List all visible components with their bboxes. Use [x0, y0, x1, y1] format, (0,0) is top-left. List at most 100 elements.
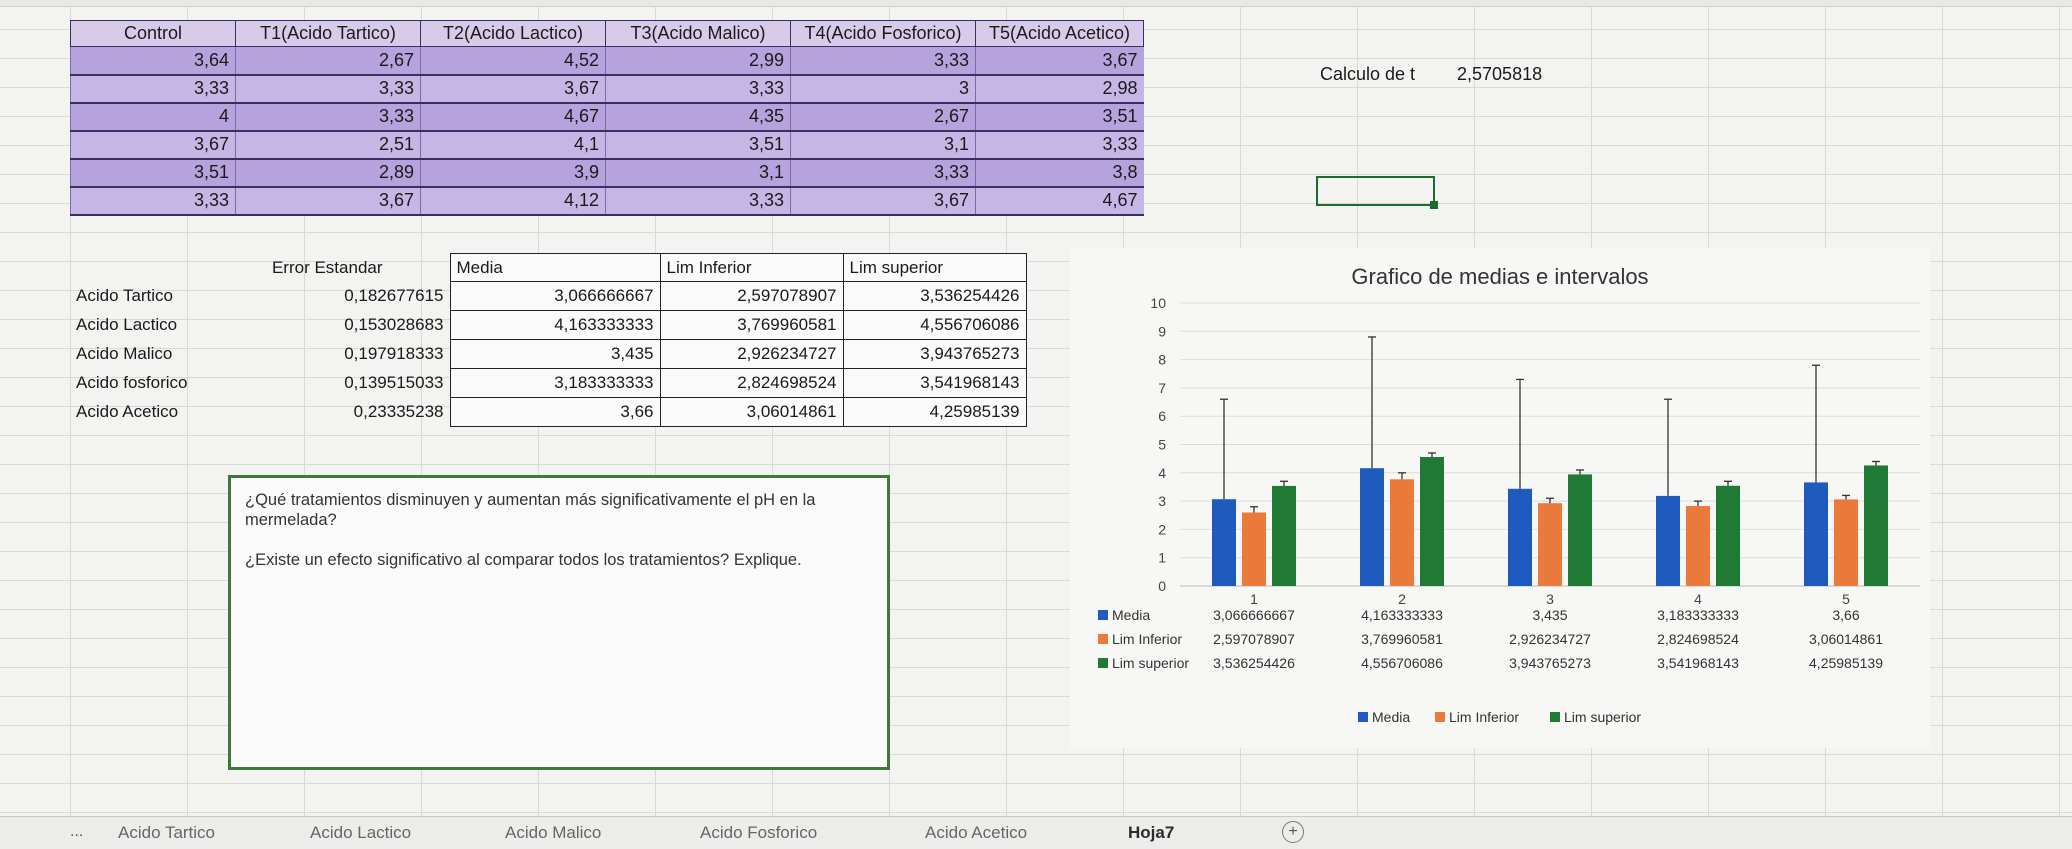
- treatments-header-cell[interactable]: T1(Acido Tartico): [235, 20, 421, 47]
- treatments-cell[interactable]: 3,33: [975, 130, 1144, 160]
- treatments-cell[interactable]: 3,67: [235, 186, 421, 216]
- summary-cell[interactable]: 0,182677615: [205, 281, 451, 311]
- data-table-value: 3,183333333: [1657, 607, 1739, 623]
- x-tick-label: 4: [1694, 591, 1702, 607]
- data-table-value: 4,25985139: [1809, 655, 1883, 671]
- treatments-cell[interactable]: 3,33: [605, 186, 791, 216]
- treatments-cell[interactable]: 3,33: [70, 74, 236, 104]
- summary-cell[interactable]: 3,183333333: [449, 368, 661, 398]
- bar-lim-superior: [1568, 474, 1592, 586]
- summary-cell[interactable]: 3,06014861: [659, 397, 844, 427]
- summary-cell[interactable]: 0,23335238: [205, 397, 451, 427]
- tab-scroll-ellipsis[interactable]: ...: [70, 823, 84, 840]
- treatments-cell[interactable]: 3,67: [70, 130, 236, 160]
- treatments-cell[interactable]: 3,51: [975, 102, 1144, 132]
- means-intervals-chart[interactable]: Grafico de medias e intervalos 0 1 2 3 4 5 6 7 8…: [1070, 248, 1930, 748]
- tab-hoja7[interactable]: Hoja7: [1128, 823, 1175, 842]
- treatments-header-cell[interactable]: T5(Acido Acetico): [975, 20, 1144, 47]
- treatments-cell[interactable]: 4,67: [975, 186, 1144, 216]
- tab-acido-tartico[interactable]: Acido Tartico: [118, 823, 216, 842]
- treatments-cell[interactable]: 4: [70, 102, 236, 132]
- summary-cell[interactable]: 3,769960581: [659, 310, 844, 340]
- treatments-cell[interactable]: 3,51: [605, 130, 791, 160]
- treatments-cell[interactable]: 2,67: [790, 102, 976, 132]
- bar-lim-superior: [1716, 485, 1740, 586]
- header-lim-superior[interactable]: Lim superior: [842, 253, 1027, 282]
- treatments-cell[interactable]: 4,67: [420, 102, 606, 132]
- question-textbox[interactable]: ¿Qué tratamientos disminuyen y aumentan …: [228, 475, 890, 770]
- data-table-value: 4,163333333: [1361, 607, 1443, 623]
- treatments-cell[interactable]: 3,8: [975, 158, 1144, 188]
- treatments-header-cell[interactable]: T2(Acido Lactico): [420, 20, 606, 47]
- summary-cell[interactable]: 4,163333333: [449, 310, 661, 340]
- summary-body: Acido Tartico 0,182677615 3,066666667 2,597…: [70, 281, 1027, 427]
- treatments-cell[interactable]: 3,9: [420, 158, 606, 188]
- treatments-cell[interactable]: 3,51: [70, 158, 236, 188]
- treatments-cell[interactable]: 3,64: [70, 46, 236, 76]
- summary-cell[interactable]: 0,197918333: [205, 339, 451, 369]
- treatments-cell[interactable]: 2,89: [235, 158, 421, 188]
- treatments-cell[interactable]: 2,51: [235, 130, 421, 160]
- summary-cell[interactable]: 0,139515033: [205, 368, 451, 398]
- tab-acido-acetico[interactable]: Acido Acetico: [925, 823, 1028, 842]
- treatments-cell[interactable]: 3,1: [790, 130, 976, 160]
- treatments-cell[interactable]: 2,99: [605, 46, 791, 76]
- summary-cell[interactable]: 4,25985139: [842, 397, 1027, 427]
- summary-cell[interactable]: 4,556706086: [842, 310, 1027, 340]
- header-error-estandar[interactable]: Error Estandar: [271, 257, 383, 277]
- chart-bars: 1 2 3 4 5: [1212, 336, 1888, 607]
- summary-cell[interactable]: 0,153028683: [205, 310, 451, 340]
- table-row: Acido Malico 0,197918333 3,435 2,926234727 3…: [70, 339, 1027, 369]
- tab-acido-malico[interactable]: Acido Malico: [505, 823, 602, 842]
- treatments-header-cell[interactable]: T3(Acido Malico): [605, 20, 791, 47]
- treatments-cell[interactable]: 3,33: [235, 102, 421, 132]
- treatments-header-cell[interactable]: Control: [70, 20, 236, 47]
- tab-acido-lactico[interactable]: Acido Lactico: [310, 823, 412, 842]
- summary-cell[interactable]: 3,066666667: [449, 281, 661, 311]
- treatments-cell[interactable]: 4,12: [420, 186, 606, 216]
- treatments-cell[interactable]: 4,1: [420, 130, 606, 160]
- summary-row-label[interactable]: Acido fosforico: [76, 373, 188, 392]
- treatments-cell[interactable]: 3,67: [975, 46, 1144, 76]
- treatments-cell[interactable]: 4,35: [605, 102, 791, 132]
- add-sheet-icon[interactable]: +: [1282, 821, 1304, 843]
- treatments-cell[interactable]: 3,33: [605, 74, 791, 104]
- summary-row-label[interactable]: Acido Lactico: [76, 315, 178, 334]
- calculo-t-label[interactable]: Calculo de t: [1320, 64, 1416, 84]
- treatments-cell[interactable]: 3: [790, 74, 976, 104]
- treatments-cell[interactable]: 3,33: [790, 158, 976, 188]
- treatments-cell[interactable]: 3,67: [420, 74, 606, 104]
- header-media[interactable]: Media: [449, 253, 661, 282]
- summary-table: Error Estandar Media Lim Inferior Lim su…: [70, 253, 1027, 427]
- summary-cell[interactable]: 2,824698524: [659, 368, 844, 398]
- summary-cell[interactable]: 2,597078907: [659, 281, 844, 311]
- header-lim-inferior[interactable]: Lim Inferior: [659, 253, 844, 282]
- treatments-cell[interactable]: 4,52: [420, 46, 606, 76]
- summary-row-label[interactable]: Acido Tartico: [76, 286, 174, 305]
- summary-row-label[interactable]: Acido Malico: [76, 344, 173, 363]
- treatments-cell[interactable]: 3,33: [790, 46, 976, 76]
- treatments-cell[interactable]: 2,67: [235, 46, 421, 76]
- summary-cell[interactable]: 2,926234727: [659, 339, 844, 369]
- treatments-cell[interactable]: 3,33: [70, 186, 236, 216]
- data-table-key: [1098, 658, 1108, 668]
- fill-handle[interactable]: [1430, 201, 1438, 209]
- treatments-header-cell[interactable]: T4(Acido Fosforico): [790, 20, 976, 47]
- summary-cell[interactable]: 3,66: [449, 397, 661, 427]
- legend-label: Media: [1372, 709, 1410, 725]
- treatments-cell[interactable]: 3,67: [790, 186, 976, 216]
- summary-cell[interactable]: 3,943765273: [842, 339, 1027, 369]
- summary-cell[interactable]: 3,541968143: [842, 368, 1027, 398]
- treatments-cell[interactable]: 3,33: [235, 74, 421, 104]
- tab-acido-fosforico[interactable]: Acido Fosforico: [700, 823, 818, 842]
- data-table-value: 3,066666667: [1213, 607, 1295, 623]
- treatments-cell[interactable]: 2,98: [975, 74, 1144, 104]
- calculo-t-value[interactable]: 2,5705818: [1457, 64, 1543, 84]
- treatments-cell[interactable]: 3,1: [605, 158, 791, 188]
- summary-cell[interactable]: 3,536254426: [842, 281, 1027, 311]
- selected-cell[interactable]: [1316, 176, 1435, 206]
- data-table-value: 3,943765273: [1509, 655, 1591, 671]
- bar-lim-inferior: [1538, 503, 1562, 586]
- summary-cell[interactable]: 3,435: [449, 339, 661, 369]
- summary-row-label[interactable]: Acido Acetico: [76, 402, 179, 421]
